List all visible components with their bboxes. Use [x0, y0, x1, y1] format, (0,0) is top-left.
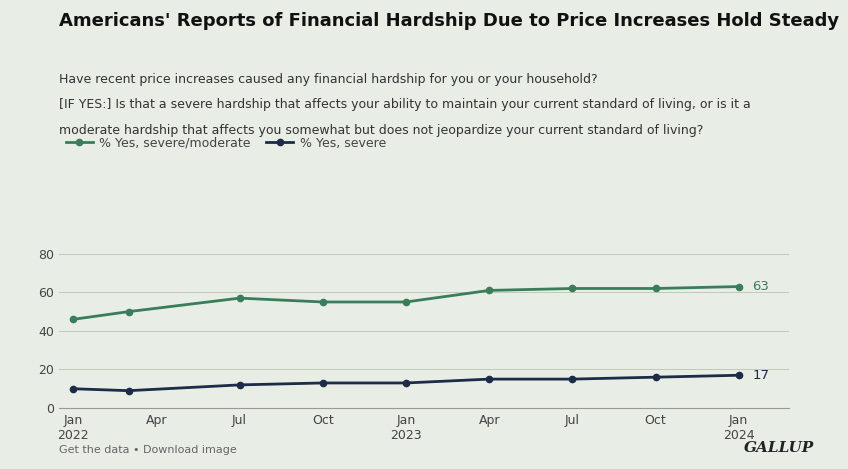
Text: 17: 17	[752, 369, 770, 382]
Text: 63: 63	[752, 280, 769, 293]
Text: Americans' Reports of Financial Hardship Due to Price Increases Hold Steady: Americans' Reports of Financial Hardship…	[59, 12, 840, 30]
Text: GALLUP: GALLUP	[744, 441, 814, 455]
Text: Get the data • Download image: Get the data • Download image	[59, 445, 237, 455]
Legend: % Yes, severe/moderate, % Yes, severe: % Yes, severe/moderate, % Yes, severe	[65, 136, 386, 150]
Text: moderate hardship that affects you somewhat but does not jeopardize your current: moderate hardship that affects you somew…	[59, 124, 704, 137]
Text: [IF YES:] Is that a severe hardship that affects your ability to maintain your c: [IF YES:] Is that a severe hardship that…	[59, 98, 751, 112]
Text: Have recent price increases caused any financial hardship for you or your househ: Have recent price increases caused any f…	[59, 73, 598, 86]
